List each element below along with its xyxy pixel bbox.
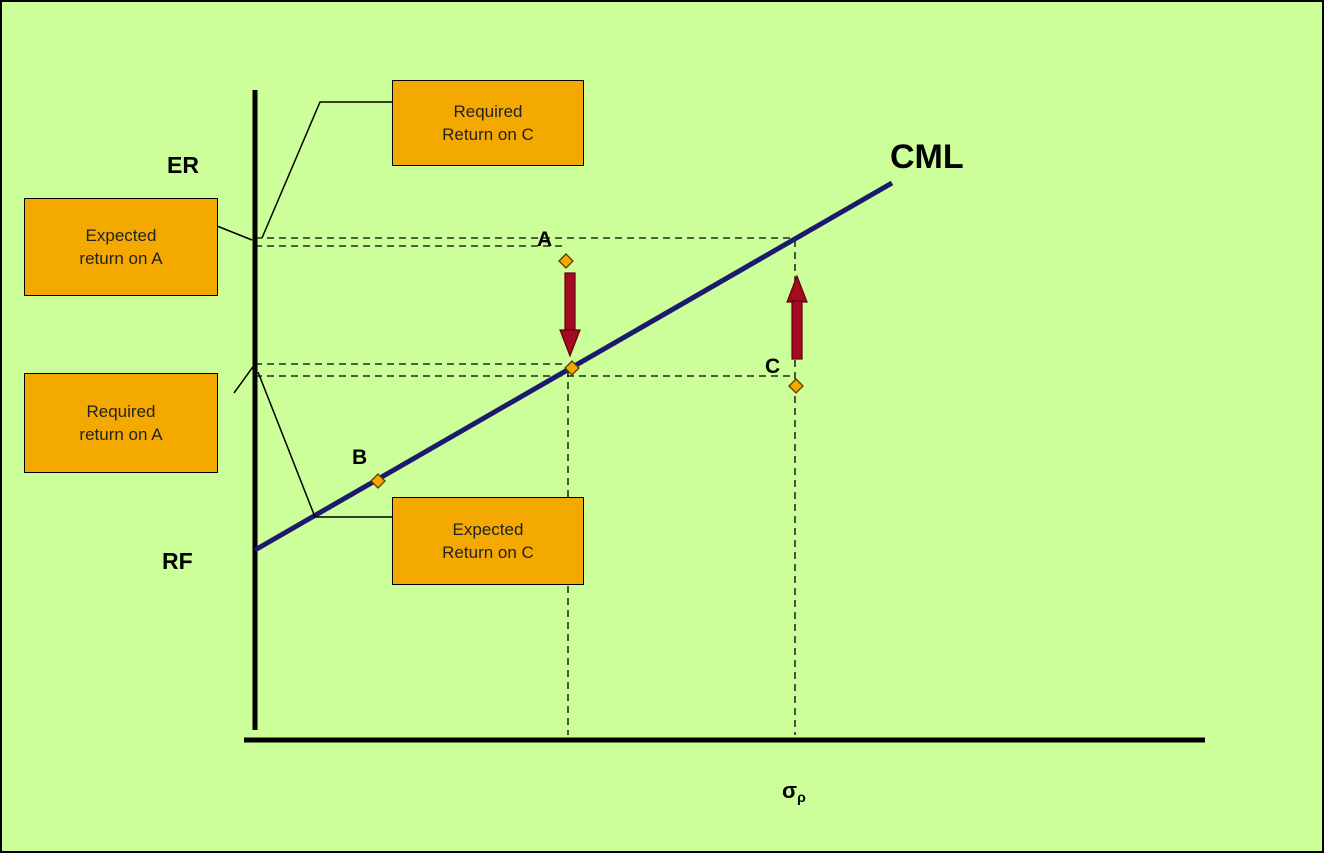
callout-expected-return-c: Expected Return on C xyxy=(392,497,584,585)
point-b-label: B xyxy=(352,446,368,469)
callout-connectors xyxy=(216,101,393,518)
callout-line: Return on C xyxy=(442,125,534,144)
point-c-label: C xyxy=(765,355,781,378)
risk-free-label: RF xyxy=(162,548,193,574)
x-axis-label: σρ xyxy=(782,778,806,805)
point-a-cml-marker xyxy=(564,360,580,376)
callout-line: Expected xyxy=(452,520,524,539)
callout-line: return on A xyxy=(79,425,163,444)
callout-line: Required xyxy=(453,102,523,121)
callout-required-return-a: Required return on A xyxy=(24,373,218,473)
point-a-label: A xyxy=(537,228,553,251)
callout-required-return-c: Required Return on C xyxy=(392,80,584,166)
point-markers xyxy=(370,253,804,489)
sigma-subscript: ρ xyxy=(797,789,806,805)
point-a-marker xyxy=(558,253,574,269)
callout-line: Required xyxy=(86,402,156,421)
connector-expected-return-a xyxy=(216,225,253,241)
callout-line: Return on C xyxy=(442,543,534,562)
point-b-marker xyxy=(370,473,386,489)
arrow-up-c xyxy=(786,274,808,360)
callout-line: Expected xyxy=(85,226,157,245)
connector-expected-return-c xyxy=(257,371,393,518)
callout-line: return on A xyxy=(79,249,163,268)
connector-required-return-c xyxy=(261,101,393,239)
y-axis-label: ER xyxy=(167,152,199,178)
callout-expected-return-a: Expected return on A xyxy=(24,198,218,296)
arrow-down-a xyxy=(559,272,581,358)
sigma-symbol: σ xyxy=(782,778,798,803)
connector-required-return-a xyxy=(233,363,256,394)
point-c-marker xyxy=(788,378,804,394)
cml-label: CML xyxy=(890,138,964,176)
